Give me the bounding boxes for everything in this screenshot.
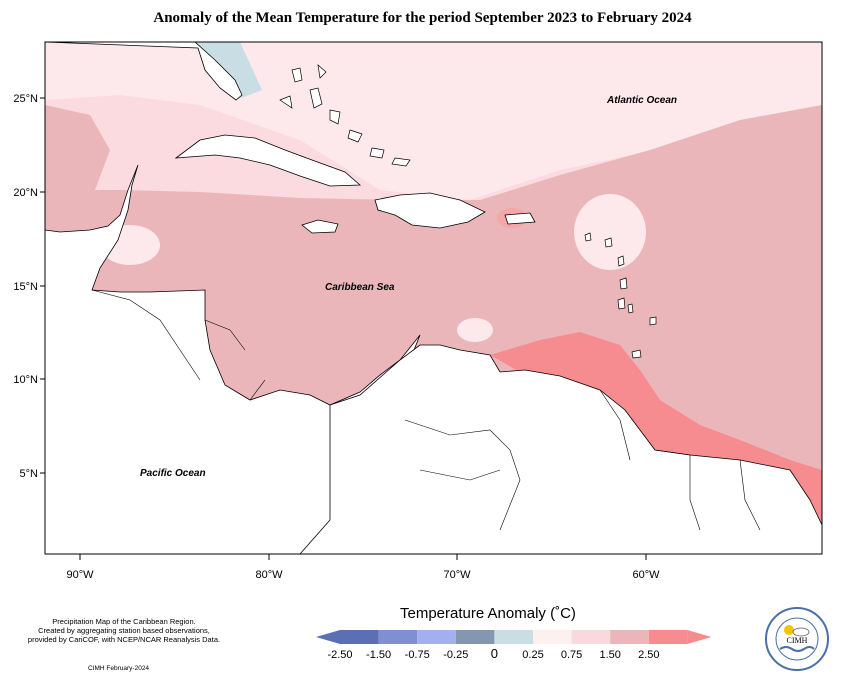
land-bahamas [279, 64, 411, 167]
anomaly-zone-near-zero [195, 42, 262, 100]
colorbar-tick-label: 0 [491, 646, 498, 661]
map-title: Anomaly of the Mean Temperature for the … [153, 10, 692, 26]
land-hispaniola [374, 192, 486, 229]
anomaly-zone-west [45, 105, 110, 200]
legend-title: Temperature Anomaly (˚C) [400, 605, 576, 622]
credits-line: Precipitation Map of the Caribbean Regio… [52, 617, 196, 626]
colorbar-segment [417, 630, 456, 644]
colorbar-segment [455, 630, 495, 644]
land-puerto-rico [504, 212, 536, 225]
lat-tick-label: 15°N [13, 281, 38, 293]
credits-date: CIMH February-2024 [88, 665, 150, 672]
colorbar-segment [340, 630, 379, 644]
colorbar-tick-label: -1.50 [366, 649, 391, 661]
label-atlantic-ocean: Atlantic Ocean [606, 95, 677, 106]
colorbar-segment [378, 630, 418, 644]
colorbar-tick-label: 0.75 [561, 649, 582, 661]
land-jamaica [301, 219, 339, 234]
lon-axis: 90°W 80°W 70°W 60°W [66, 554, 660, 581]
lat-tick-label: 25°N [13, 93, 38, 105]
colorbar-tick-label: 1.50 [599, 649, 620, 661]
lat-tick-label: 10°N [13, 374, 38, 386]
lat-axis: 25°N 20°N 15°N 10°N 5°N [13, 93, 45, 480]
colorbar-segment [494, 630, 533, 644]
cimh-logo: CIMH [765, 607, 829, 671]
colorbar-tick-label: -2.50 [327, 649, 352, 661]
colorbar-tick-label: 2.50 [638, 649, 659, 661]
credits-line: provided by CariCOF, with NCEP/NCAR Rean… [27, 635, 221, 644]
lon-tick-label: 60°W [632, 569, 660, 581]
anomaly-zone-venezuela-light [457, 318, 493, 342]
colorbar-segment [648, 630, 688, 644]
lon-tick-label: 70°W [443, 569, 471, 581]
land-south-america [299, 344, 822, 554]
sun-icon [784, 625, 794, 635]
lon-tick-label: 90°W [66, 569, 94, 581]
colorbar-segment [571, 630, 611, 644]
label-caribbean-sea: Caribbean Sea [325, 282, 395, 293]
colorbar-min-arrow [316, 630, 340, 644]
colorbar-tick-label: -0.75 [405, 649, 430, 661]
lon-tick-label: 80°W [255, 569, 283, 581]
anomaly-zone-antilles-light [574, 194, 646, 270]
logo-text: CIMH [787, 636, 808, 645]
cloud-icon [792, 627, 810, 637]
land-north-america [45, 42, 243, 101]
colorbar-tick-label: -0.25 [443, 649, 468, 661]
colorbar-segment [610, 630, 649, 644]
wave-icon [779, 646, 815, 652]
lat-tick-label: 5°N [20, 468, 39, 480]
colorbar-max-arrow [687, 630, 712, 644]
colorbar-tick-label: 0.25 [522, 649, 543, 661]
lat-tick-label: 20°N [13, 187, 38, 199]
colorbar-segment [533, 630, 572, 644]
credits-line: Created by aggregating station based obs… [38, 626, 210, 635]
land-lesser-antilles [584, 232, 657, 359]
map-frame [44, 41, 823, 555]
country-borders [91, 289, 761, 531]
legend-colorbar: -2.50 -1.50 -0.75 -0.25 0 0.25 0.75 1.50 2.50 [316, 630, 712, 661]
land-cuba [174, 134, 362, 187]
label-pacific-ocean: Pacific Ocean [140, 468, 206, 479]
credits: Precipitation Map of the Caribbean Regio… [14, 617, 234, 644]
